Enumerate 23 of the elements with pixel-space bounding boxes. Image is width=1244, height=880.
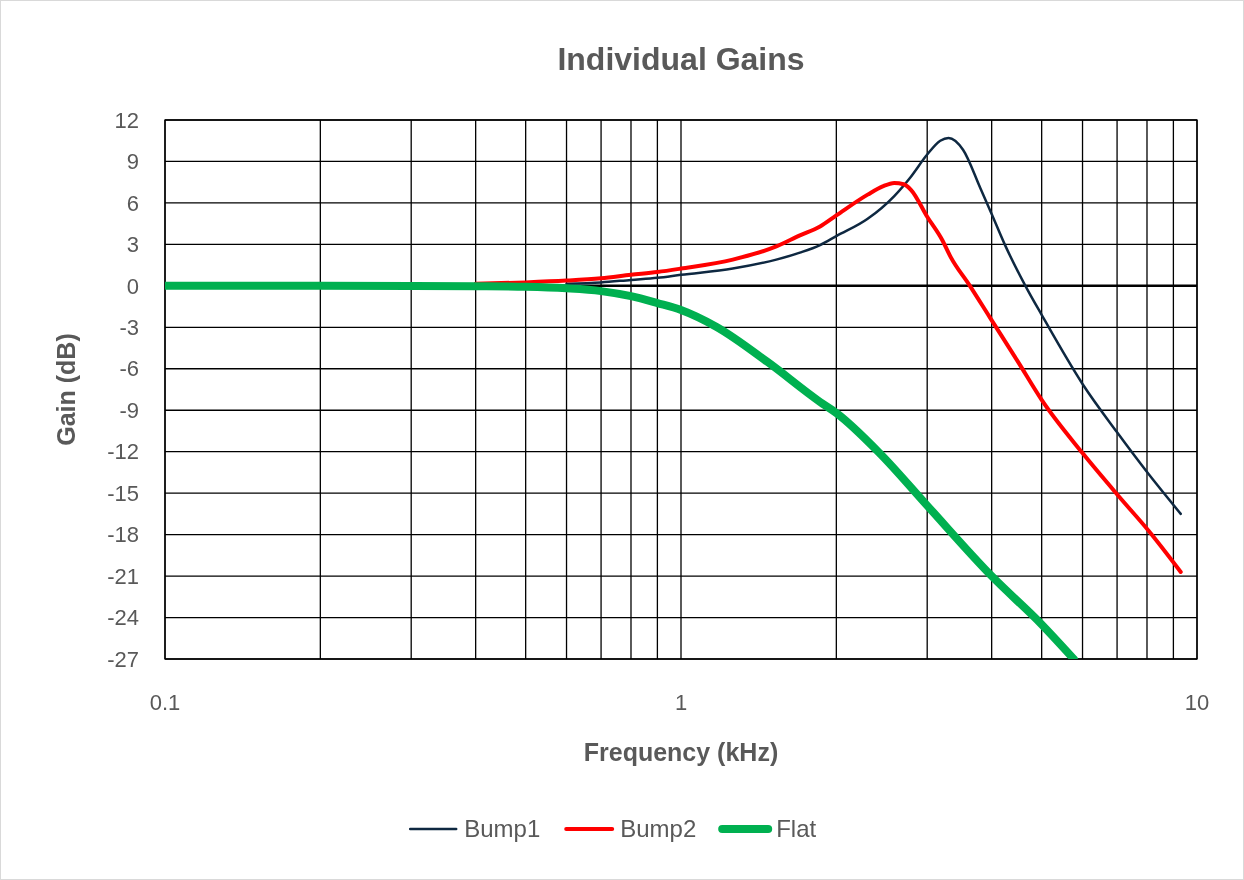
y-tick-label: -18 (107, 522, 139, 548)
y-tick-label: 0 (126, 273, 139, 299)
y-tick-label: 6 (126, 190, 139, 216)
x-tick-label: 0.1 (149, 690, 181, 715)
y-tick-label: -9 (119, 397, 139, 423)
y-tick-label: -3 (119, 315, 139, 341)
x-tick-label: 10 (1184, 690, 1210, 715)
y-tick-label: -24 (107, 605, 139, 631)
y-axis-title: Gain (dB) (52, 333, 80, 446)
y-tick-label: -15 (107, 480, 139, 506)
y-tick-label: -6 (119, 356, 139, 382)
y-tick-label: -27 (107, 646, 139, 672)
y-tick-label: 12 (114, 107, 139, 133)
chart-title: Individual Gains (557, 41, 805, 77)
y-tick-label: -21 (107, 563, 139, 589)
legend-label: Bump1 (464, 815, 541, 842)
y-tick-label: 9 (126, 149, 139, 175)
legend-label: Bump2 (620, 815, 697, 842)
legend-label: Flat (776, 815, 817, 842)
y-tick-label: -12 (107, 439, 139, 465)
x-axis-title: Frequency (kHz) (583, 738, 779, 766)
x-tick-label: 1 (674, 690, 688, 715)
y-tick-label: 3 (126, 232, 139, 258)
